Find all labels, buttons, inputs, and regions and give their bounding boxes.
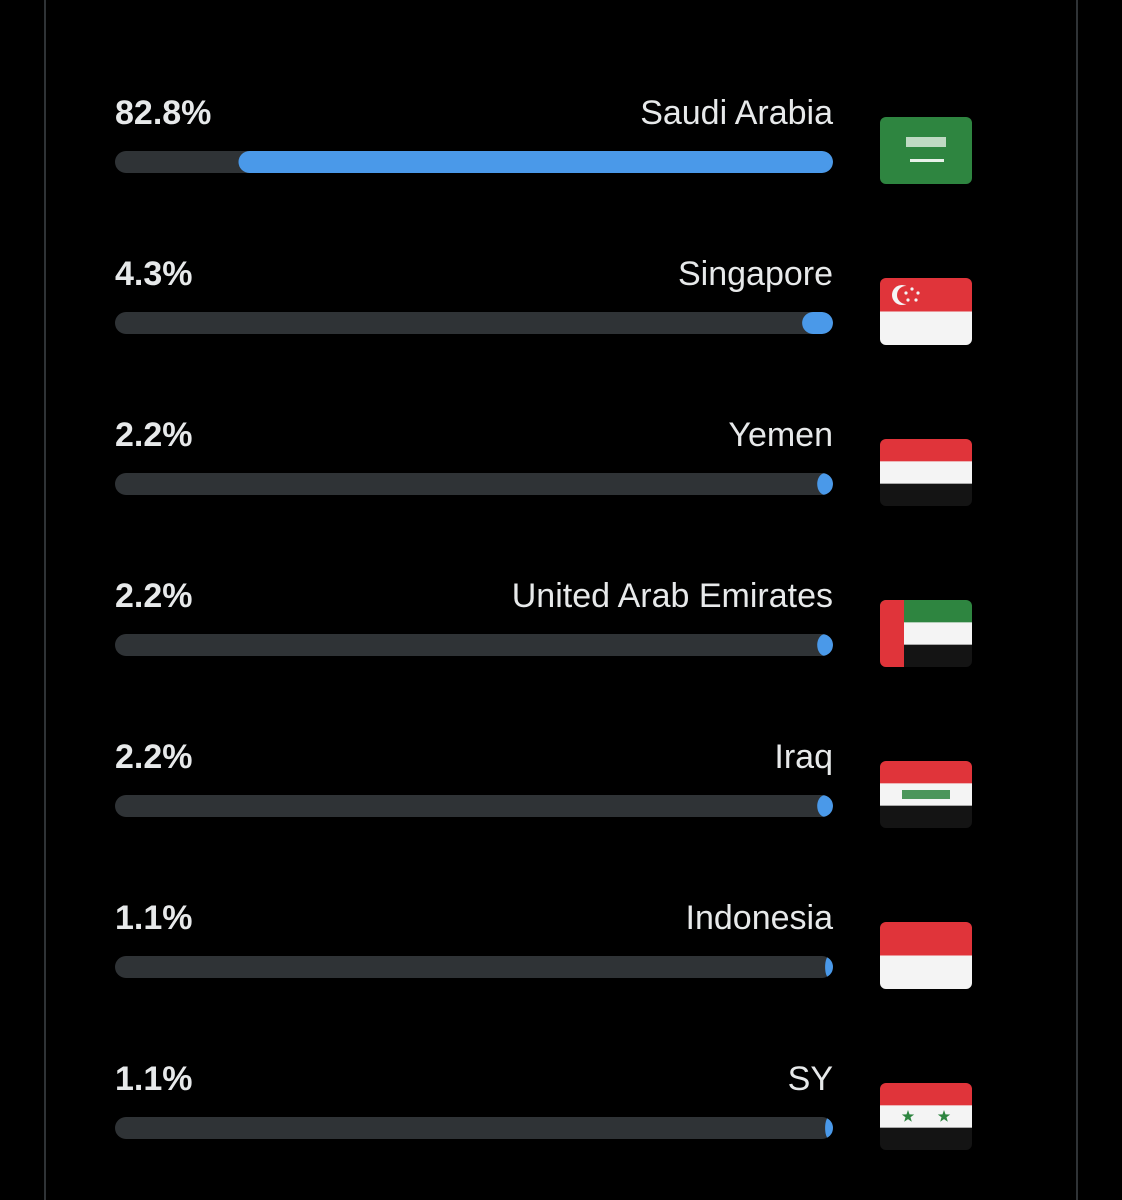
bar-track	[115, 634, 833, 656]
flag	[880, 922, 972, 989]
value-label: 2.2%	[115, 416, 193, 454]
flag	[880, 117, 972, 184]
bar-track	[115, 312, 833, 334]
value-label: 1.1%	[115, 899, 193, 937]
category-label: Saudi Arabia	[640, 94, 833, 132]
flag	[880, 278, 972, 345]
category-label: Singapore	[678, 255, 833, 293]
flag	[880, 439, 972, 506]
flag	[880, 761, 972, 828]
bar	[825, 1117, 833, 1139]
bar	[802, 312, 833, 334]
bar-track	[115, 956, 833, 978]
category-label: Indonesia	[686, 899, 834, 937]
bar-track	[115, 1117, 833, 1139]
flag	[880, 600, 972, 667]
category-label: Iraq	[774, 738, 833, 776]
value-label: 2.2%	[115, 738, 193, 776]
bar	[817, 473, 833, 495]
value-label: 2.2%	[115, 577, 193, 615]
flag	[880, 1083, 972, 1150]
category-label: SY	[788, 1060, 833, 1098]
bar	[825, 956, 833, 978]
bar	[817, 795, 833, 817]
category-label: Yemen	[728, 416, 833, 454]
bar-track	[115, 473, 833, 495]
bar	[238, 151, 833, 173]
value-label: 1.1%	[115, 1060, 193, 1098]
value-label: 82.8%	[115, 94, 211, 132]
category-label: United Arab Emirates	[512, 577, 833, 615]
bar-track	[115, 795, 833, 817]
bar	[817, 634, 833, 656]
value-label: 4.3%	[115, 255, 193, 293]
